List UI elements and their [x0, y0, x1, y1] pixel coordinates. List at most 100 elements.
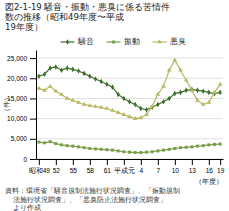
x-tick: 昭和49 [29, 159, 51, 174]
point [71, 145, 74, 148]
point [122, 112, 127, 116]
x-tick-label: 昭和49 [29, 167, 51, 174]
point [173, 57, 178, 61]
point [54, 64, 57, 70]
point [71, 67, 74, 73]
point [162, 99, 165, 105]
legend: 騒音 振動 悪臭 [61, 37, 186, 46]
point [219, 143, 222, 146]
point [196, 145, 199, 148]
point [184, 78, 189, 82]
y-tick-mark [30, 159, 36, 160]
point [162, 149, 165, 152]
series [37, 64, 222, 112]
x-tick-label: 19 [217, 167, 225, 174]
y-tick-mark [30, 139, 36, 140]
point [178, 68, 183, 72]
legend-entry: 騒音 [61, 37, 94, 46]
point [105, 82, 108, 88]
point [100, 79, 103, 85]
point [54, 142, 57, 145]
chart: 図2-1-19 騒音・振動・悪臭に係る苦情件数の推移（昭和49年度〜平成19年度… [0, 0, 229, 211]
point [117, 92, 120, 98]
point [185, 88, 188, 94]
point [88, 103, 93, 107]
x-tick: 平成元 [114, 159, 135, 174]
series-line [39, 67, 220, 110]
point [116, 110, 121, 114]
point [117, 149, 120, 152]
point [168, 148, 171, 151]
point [134, 102, 137, 108]
legend-marker [66, 39, 69, 45]
point [105, 106, 110, 110]
point [77, 68, 80, 74]
point [139, 106, 142, 112]
grid-line [36, 58, 223, 59]
y-tick: 10,000 [7, 115, 36, 122]
x-tick-label: 58 [87, 167, 95, 174]
x-tick-mark [175, 159, 176, 165]
x-tick: 13 [189, 159, 197, 174]
x-tick-label: 13 [189, 167, 197, 174]
point [167, 68, 172, 72]
point [49, 65, 52, 71]
series [37, 57, 223, 119]
point [179, 90, 182, 96]
point [37, 86, 42, 90]
y-tick-label: 10,000 [7, 115, 27, 122]
y-axis-title: （件） [3, 94, 11, 115]
y-tick: 25,000 [7, 55, 36, 62]
point [42, 88, 47, 92]
title-line: 数の推移（昭和49年度〜平成 [5, 12, 124, 22]
point [173, 147, 176, 150]
point [133, 116, 138, 120]
point [219, 90, 222, 96]
point [218, 82, 223, 86]
point [128, 151, 131, 154]
point [99, 105, 104, 109]
x-axis: 昭和4952555861平成元4710131619 [29, 159, 225, 174]
grid-line [36, 78, 223, 79]
point [145, 151, 148, 154]
point [105, 148, 108, 151]
title-line: 19年度） [5, 22, 43, 32]
y-tick-label: 5,000 [11, 135, 28, 142]
x-axis-title: （年度） [195, 178, 223, 186]
point [88, 73, 91, 79]
y-tick-mark [30, 119, 36, 120]
x-tick-label: 16 [206, 167, 214, 174]
point [185, 146, 188, 149]
x-tick-mark [56, 159, 57, 165]
x-tick-mark [90, 159, 91, 165]
title: 図2-1-19 騒音・振動・悪臭に係る苦情件数の推移（昭和49年度〜平成19年度… [5, 2, 170, 32]
point [207, 100, 212, 104]
x-tick: 61 [104, 159, 112, 174]
legend-marker [112, 41, 115, 44]
point [201, 102, 206, 106]
x-tick: 7 [157, 159, 161, 174]
point [43, 141, 46, 144]
x-tick: 4 [140, 159, 144, 174]
x-tick: 19 [217, 159, 225, 174]
point [195, 98, 200, 102]
grid-line [36, 98, 223, 99]
point [71, 98, 76, 102]
point [156, 92, 161, 96]
point [59, 92, 64, 96]
x-tick-mark [124, 159, 125, 165]
point [122, 96, 125, 102]
y-tick-mark [30, 78, 36, 79]
point [60, 143, 63, 146]
x-tick-label: 平成元 [114, 167, 135, 174]
point [94, 76, 97, 82]
point [100, 148, 103, 151]
point [139, 151, 142, 154]
legend-label: 悪臭 [169, 37, 186, 46]
point [207, 90, 210, 96]
legend-marker [157, 39, 162, 43]
point [110, 108, 115, 112]
point [151, 150, 154, 153]
point [190, 88, 195, 92]
legend-entry: 振動 [107, 37, 140, 46]
